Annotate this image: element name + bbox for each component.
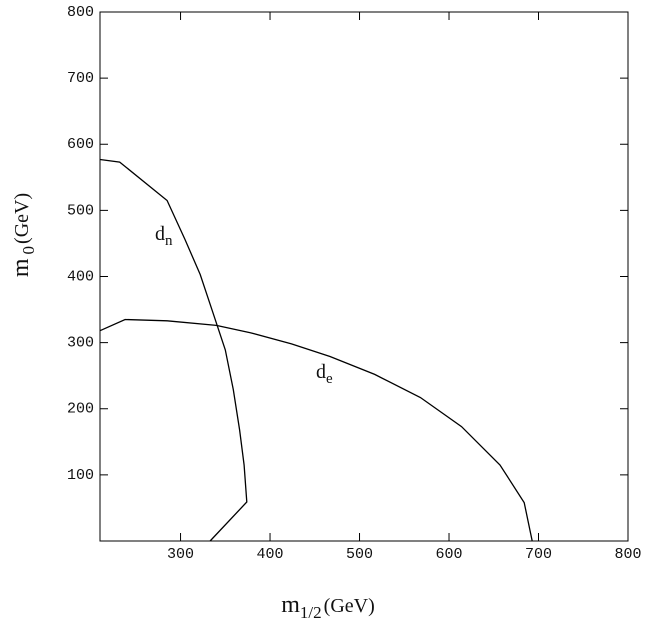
- curve-label: de: [316, 361, 333, 387]
- y-tick-label: 800: [67, 4, 94, 21]
- y-tick-label: 300: [67, 335, 94, 352]
- x-tick-label: 600: [436, 546, 463, 563]
- x-tick-label: 400: [257, 546, 284, 563]
- curve-label: dn: [155, 223, 173, 249]
- y-tick-label: 100: [67, 467, 94, 484]
- x-tick-label: 800: [614, 546, 641, 563]
- x-axis-label: m1/2 (GeV): [281, 592, 375, 622]
- curve: [99, 158, 248, 542]
- y-tick-label: 600: [67, 136, 94, 153]
- y-tick-label: 500: [67, 202, 94, 219]
- curve-label-main: d: [316, 361, 326, 383]
- curve-label-sub: e: [326, 371, 333, 387]
- y-tick-label: 700: [67, 70, 94, 87]
- plot-frame: [99, 11, 629, 542]
- curve: [99, 318, 533, 542]
- curve-label-sub: n: [165, 233, 173, 249]
- y-tick-label: 400: [67, 268, 94, 285]
- y-tick-label: 200: [67, 401, 94, 418]
- curve-label-main: d: [155, 223, 165, 245]
- y-axis-label: m0(GeV): [8, 193, 38, 277]
- x-tick-label: 700: [525, 546, 552, 563]
- x-tick-label: 300: [167, 546, 194, 563]
- x-tick-label: 500: [346, 546, 373, 563]
